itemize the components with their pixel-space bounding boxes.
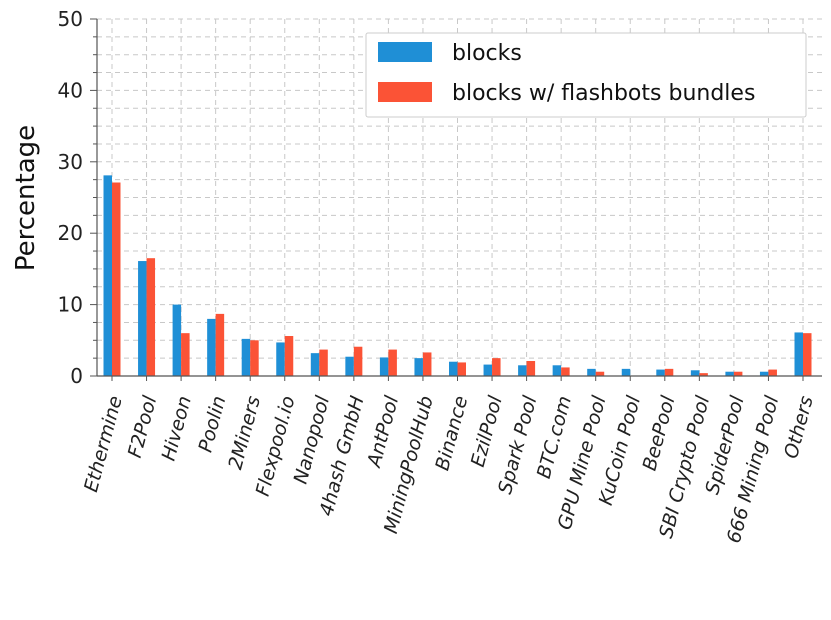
legend-swatch-blocks [378,42,432,62]
bar-blocks-18 [725,371,734,376]
bar-blocks-3 [207,318,216,376]
bar-flashbots-10 [457,362,466,376]
x-tick-labels: EthermineF2PoolHiveonPoolin2MinersFlexpo… [80,376,818,546]
bar-flashbots-13 [561,367,570,376]
x-tick-label: EzilPool [467,393,507,469]
bar-blocks-9 [414,358,423,376]
legend-box [365,32,807,118]
y-tick-label: 50 [58,7,83,31]
bar-blocks-1 [138,261,147,376]
bar-flashbots-8 [388,349,397,376]
bar-blocks-2 [172,304,182,376]
y-tick-label: 0 [70,364,83,388]
x-tick-label: Binance [431,394,472,473]
bar-blocks-8 [379,357,389,376]
bar-flashbots-20 [803,333,812,376]
x-tick-label: Others [780,394,818,461]
y-tick-label: 20 [58,221,83,245]
bar-blocks-20 [794,332,803,376]
legend: blocks blocks w/ flashbots bundles [365,32,807,118]
bar-flashbots-6 [319,349,328,376]
bar-blocks-4 [241,338,251,376]
bar-blocks-19 [759,371,769,376]
bar-flashbots-19 [768,369,777,376]
legend-label-flashbots: blocks w/ flashbots bundles [452,81,755,106]
x-tick-label: Poolin [194,394,230,455]
bar-flashbots-17 [699,373,708,376]
legend-label-blocks: blocks [452,41,522,66]
x-tick-label: AntPool [363,393,404,471]
bar-blocks-14 [587,368,596,376]
y-tick-label: 30 [58,150,83,174]
bar-flashbots-16 [664,368,674,376]
bar-flashbots-14 [595,371,605,376]
bar-blocks-17 [690,370,700,376]
bar-blocks-11 [483,364,493,376]
legend-swatch-flashbots [378,82,432,102]
x-tick-label: Ethermine [80,394,127,495]
bar-blocks-0 [103,175,112,376]
bar-flashbots-9 [422,352,432,376]
bar-blocks-7 [345,356,354,376]
bar-flashbots-18 [733,371,743,376]
y-axis-title: Percentage [11,125,41,271]
x-tick-label: 2Miners [224,394,265,472]
y-tick-label: 10 [58,293,83,317]
bar-blocks-12 [518,365,527,376]
bar-flashbots-7 [353,346,363,376]
x-tick-label: F2Pool [124,393,162,460]
bar-blocks-5 [276,342,285,376]
bar-blocks-16 [656,369,665,376]
y-ticks: 0 10 20 30 40 50 [58,7,97,388]
bar-blocks-6 [310,353,320,376]
bar-blocks-13 [552,365,562,376]
x-tick-label: Hiveon [158,394,196,464]
bar-flashbots-1 [146,258,156,376]
y-tick-label: 40 [58,78,83,102]
bar-flashbots-4 [250,340,259,376]
bar-flashbots-2 [181,333,190,376]
x-tick-label: BeePool [639,393,680,473]
bars [103,175,812,376]
bar-flashbots-11 [492,358,501,376]
bar-blocks-15 [621,368,631,376]
bar-blocks-10 [449,361,458,376]
bar-flashbots-12 [526,361,536,376]
bar-flashbots-3 [215,313,225,376]
bar-flashbots-0 [112,182,121,376]
bar-flashbots-5 [284,336,294,376]
